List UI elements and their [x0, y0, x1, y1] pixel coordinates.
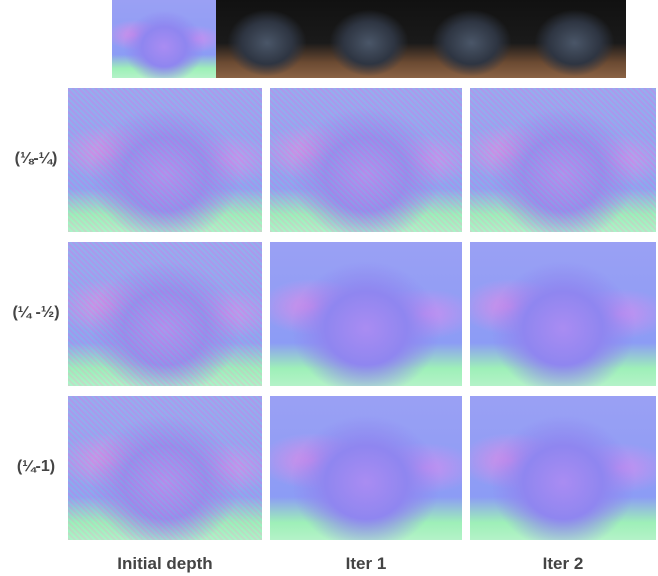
column-label: Iter 2 [470, 554, 656, 574]
input-photo [420, 0, 523, 78]
row-label: (⅛-¼) [4, 150, 68, 168]
figure: (⅛-¼) (¼ -½) (¼-1) Initial depth Iter 1 … [0, 0, 658, 576]
input-photo [523, 0, 626, 78]
normal-map [470, 88, 656, 232]
normal-map [270, 242, 462, 386]
column-label: Iter 1 [270, 554, 462, 574]
row-label: (¼-1) [4, 458, 68, 476]
normal-map [68, 88, 262, 232]
input-photo [216, 0, 318, 78]
normal-map [68, 396, 262, 540]
normal-map [470, 396, 656, 540]
normal-thumbnail [112, 0, 216, 78]
normal-map [470, 242, 656, 386]
normal-map [270, 88, 462, 232]
row-label: (¼ -½) [4, 304, 68, 322]
normal-map [68, 242, 262, 386]
normal-map [270, 396, 462, 540]
column-label: Initial depth [68, 554, 262, 574]
input-photo [318, 0, 420, 78]
